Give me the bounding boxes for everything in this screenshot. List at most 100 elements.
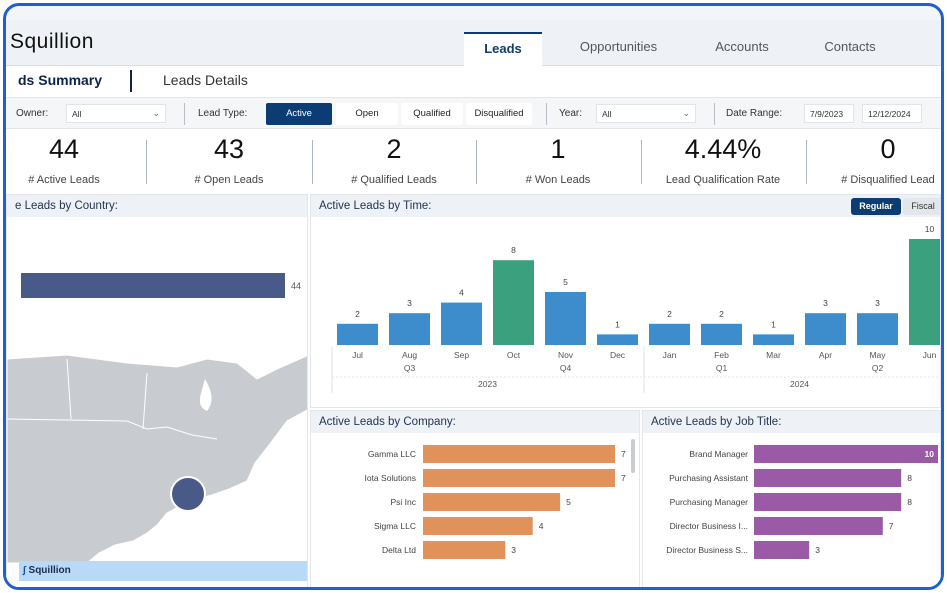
month-tick-label: Jun	[923, 350, 937, 360]
dashboard: Squillion Leads Opportunities Accounts C…	[6, 20, 941, 587]
scrollbar-thumb[interactable]	[631, 439, 635, 473]
job-title-bar[interactable]	[754, 445, 938, 463]
time-bar-label: 3	[407, 298, 412, 308]
company-category-label: Gamma LLC	[368, 449, 416, 459]
company-bar[interactable]	[423, 517, 533, 535]
footer-logo: ∫ Squillion	[19, 561, 307, 581]
year-select[interactable]: All ⌄	[596, 104, 696, 123]
lead-type-open-button[interactable]: Open	[336, 103, 398, 125]
lead-type-active-button[interactable]: Active	[266, 103, 332, 125]
time-bar[interactable]	[805, 313, 846, 345]
job-title-bar[interactable]	[754, 541, 810, 559]
country-bar-label: 44	[291, 281, 301, 291]
kpi-divider	[312, 140, 313, 184]
company-bar[interactable]	[423, 493, 561, 511]
job-title-bar-label: 8	[907, 473, 912, 483]
subtab-leads-details[interactable]: Leads Details	[163, 72, 248, 88]
month-tick-label: Dec	[610, 350, 626, 360]
app-logo: Squillion	[10, 30, 94, 53]
kpi-divider	[641, 140, 642, 184]
year-label: Year:	[559, 108, 582, 119]
company-bar-chart: Gamma LLC 7 Iota Solutions 7 Psi Inc 5 Sigma L…	[364, 439, 635, 559]
quarter-label: Q2	[872, 363, 884, 373]
kpi-disqualified-leads: 0 # Disqualified Lead	[808, 130, 941, 186]
country-bar-chart: 44	[21, 273, 301, 298]
map-bubble[interactable]	[170, 476, 206, 512]
company-category-label: Psi Inc	[390, 497, 416, 507]
company-bar-label: 4	[539, 521, 544, 531]
time-bar[interactable]	[597, 334, 638, 345]
time-bar[interactable]	[649, 323, 690, 345]
country-bar[interactable]	[21, 273, 285, 298]
month-tick-label: Mar	[766, 350, 781, 360]
time-bar[interactable]	[441, 302, 482, 345]
tab-contacts[interactable]: Contacts	[824, 39, 876, 54]
time-bar[interactable]	[857, 313, 898, 345]
time-bar-label: 3	[875, 298, 880, 308]
job-title-bar[interactable]	[754, 493, 902, 511]
job-title-bar-label: 7	[889, 521, 894, 531]
panel-title: Active Leads by Company:	[311, 411, 639, 433]
time-bar[interactable]	[701, 323, 742, 345]
map-lake	[199, 379, 212, 411]
time-bar-label: 2	[355, 309, 360, 319]
job-title-category-label: Brand Manager	[689, 449, 748, 459]
subtab-leads-summary[interactable]: ds Summary	[18, 72, 103, 88]
map-land	[7, 354, 307, 563]
company-bar[interactable]	[423, 541, 506, 559]
country-map[interactable]	[7, 349, 308, 563]
panel-title: Active Leads by Job Title:	[643, 411, 940, 433]
company-bar[interactable]	[423, 469, 615, 487]
panel-leads-by-country: e Leads by Country: 44 ∫ Squillion	[6, 194, 308, 587]
company-bar[interactable]	[423, 445, 615, 463]
job-title-bar-label: 3	[815, 545, 820, 555]
time-bar[interactable]	[493, 260, 534, 345]
lead-type-qualified-button[interactable]: Qualified	[401, 103, 463, 125]
company-bar-label: 3	[511, 545, 516, 555]
job-title-bar[interactable]	[754, 517, 883, 535]
time-bar[interactable]	[337, 323, 378, 345]
time-bar-label: 10	[925, 224, 935, 234]
tab-leads[interactable]: Leads	[464, 32, 542, 66]
month-tick-label: Nov	[558, 350, 574, 360]
panel-leads-by-job-title: Active Leads by Job Title: Brand Manager…	[642, 410, 941, 587]
kpi-label: # Disqualified Lead	[841, 174, 935, 186]
kpi-label: # Qualified Leads	[351, 174, 437, 186]
month-tick-label: Feb	[714, 350, 729, 360]
lead-type-disqualified-button[interactable]: Disqualified	[466, 103, 532, 125]
quarter-label: Q1	[716, 363, 728, 373]
tab-accounts[interactable]: Accounts	[715, 39, 769, 54]
date-start-input[interactable]: 7/9/2023	[804, 104, 854, 123]
owner-select-value: All	[72, 109, 82, 119]
job-title-bar-label: 8	[907, 497, 912, 507]
sub-tabs: ds Summary Leads Details	[6, 66, 941, 96]
lead-type-label: Lead Type:	[198, 108, 248, 119]
month-tick-label: Oct	[507, 350, 521, 360]
toggle-regular[interactable]: Regular	[851, 198, 901, 215]
toggle-fiscal[interactable]: Fiscal	[903, 198, 940, 215]
kpi-value: 0	[880, 134, 896, 164]
kpi-label: Lead Qualification Rate	[665, 174, 781, 186]
company-bar-label: 5	[566, 497, 571, 507]
chevron-down-icon: ⌄	[682, 108, 690, 118]
time-bar-label: 5	[563, 277, 568, 287]
time-bar[interactable]	[389, 313, 430, 345]
kpi-value: 43	[213, 134, 245, 164]
job-title-category-label: Purchasing Manager	[670, 497, 749, 507]
company-category-label: Sigma LLC	[374, 521, 416, 531]
time-bar[interactable]	[753, 334, 794, 345]
tab-opportunities[interactable]: Opportunities	[579, 39, 658, 54]
job-title-category-label: Purchasing Assistant	[669, 473, 749, 483]
job-title-bar-chart: Brand Manager 10 Purchasing Assistant 8 Purc…	[666, 445, 938, 559]
kpi-won-leads: 1 # Won Leads	[478, 130, 638, 186]
filter-divider	[546, 103, 547, 125]
time-bar[interactable]	[909, 239, 941, 345]
job-title-bar[interactable]	[754, 469, 902, 487]
date-end-input[interactable]: 12/12/2024	[862, 104, 922, 123]
kpi-value: 2	[386, 134, 402, 164]
owner-select[interactable]: All ⌄	[66, 104, 166, 123]
time-bar[interactable]	[545, 292, 586, 345]
kpi-label: # Open Leads	[194, 174, 264, 186]
month-tick-label: Jul	[352, 350, 363, 360]
kpi-value: 1	[550, 134, 566, 164]
